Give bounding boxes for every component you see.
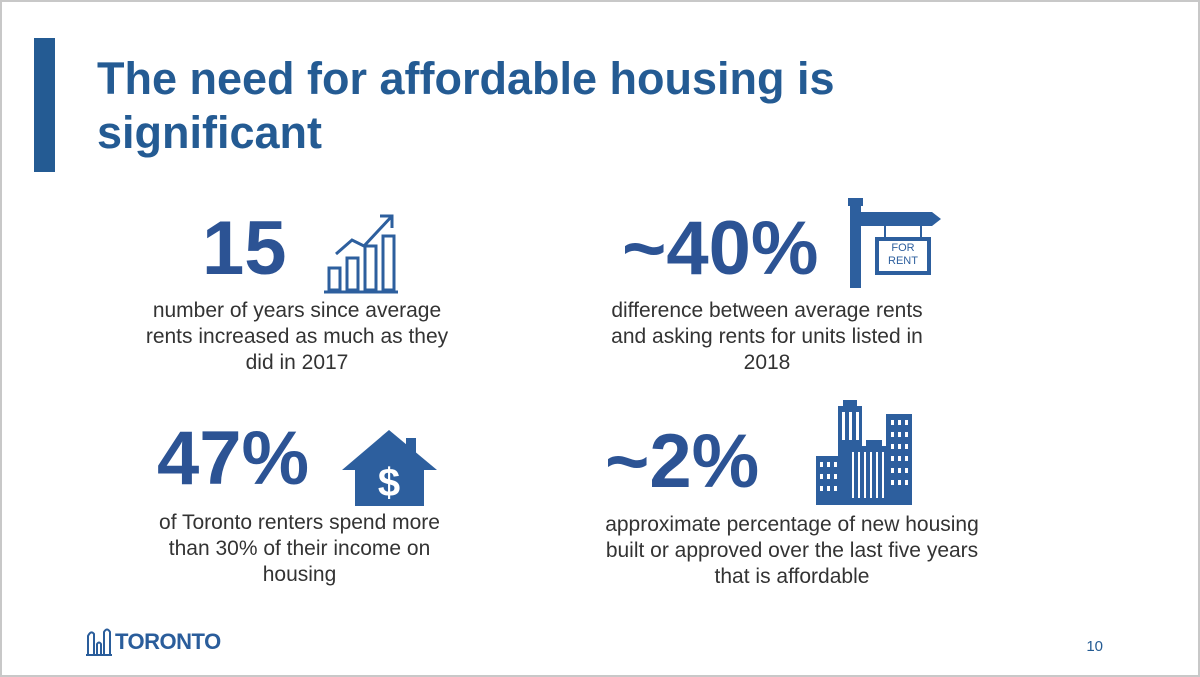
slide-title: The need for affordable housing is signi… [97,53,835,158]
title-accent-bar [34,38,55,172]
stat-description: of Toronto renters spend more than 30% o… [159,511,440,586]
for-rent-sign-icon: FOR RENT [848,198,943,288]
stat-description: difference between average rents and ask… [611,299,923,374]
stat-description: approximate percentage of new housing bu… [605,513,979,588]
bar-chart-growth-icon [324,214,398,294]
svg-text:$: $ [378,461,400,505]
logo-text: TORONTO [115,629,221,654]
stat-value: ~40% [622,206,819,291]
stat-description: number of years since average rents incr… [145,299,449,374]
for-rent-sign-text: FOR RENT [888,242,918,267]
stat-value: ~2% [605,419,760,504]
page-number: 10 [1086,638,1103,655]
stat-value: 47% [157,416,310,501]
city-hall-icon [86,628,112,656]
city-buildings-icon [816,400,912,505]
house-dollar-icon: $ [342,430,437,506]
stat-value: 15 [202,206,287,291]
toronto-logo: TORONTO [86,624,221,660]
